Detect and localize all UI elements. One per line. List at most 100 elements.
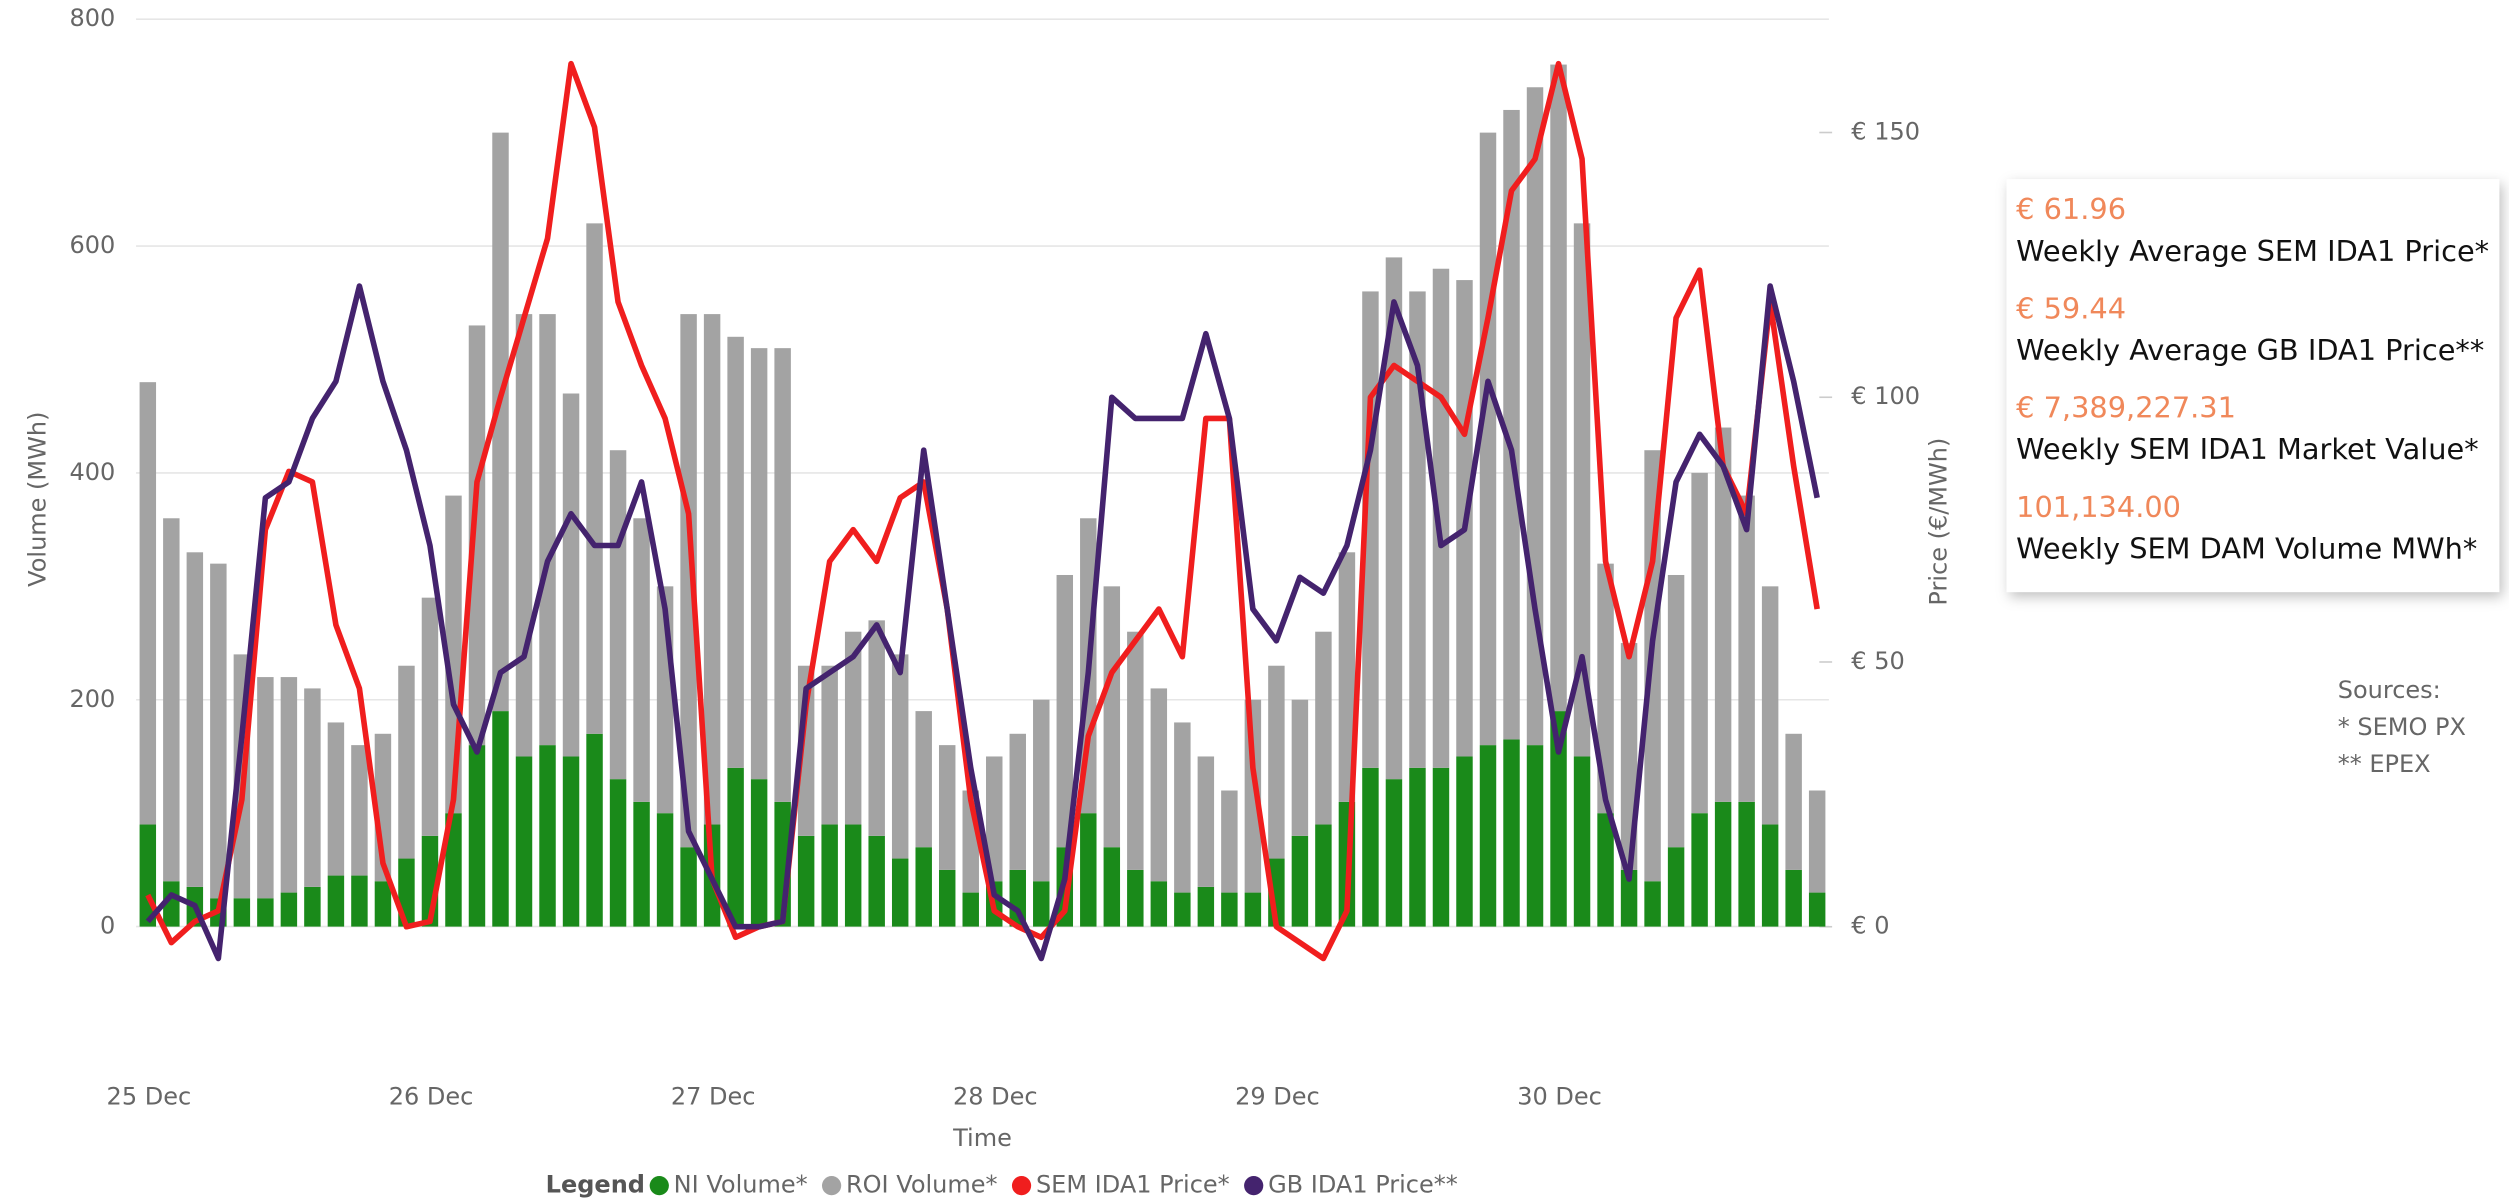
bar xyxy=(1785,733,1802,870)
bar xyxy=(962,892,979,927)
bar xyxy=(1550,64,1567,712)
bar xyxy=(1526,745,1544,927)
bar xyxy=(1808,790,1826,893)
bar xyxy=(586,733,603,927)
bar xyxy=(750,348,768,780)
y2-tick-label: € 50 xyxy=(1851,647,1904,675)
bar xyxy=(1691,472,1708,814)
bar xyxy=(915,847,932,927)
lines xyxy=(145,60,1820,962)
bar xyxy=(1479,132,1497,746)
bar xyxy=(1597,813,1614,927)
y2-axis-label: Price (€/MWh) xyxy=(1924,438,1952,606)
bar xyxy=(1056,574,1074,848)
bar xyxy=(539,745,556,927)
bar xyxy=(492,132,509,712)
bar xyxy=(163,881,180,927)
bar xyxy=(1714,427,1732,802)
bar xyxy=(868,835,885,927)
bar xyxy=(727,336,744,768)
bar xyxy=(1150,881,1168,927)
bar xyxy=(1667,847,1685,927)
y-axis-label: Volume (MWh) xyxy=(23,412,51,587)
bar xyxy=(1174,892,1191,927)
bar xyxy=(774,348,791,802)
source-line: Sources: xyxy=(2338,676,2441,704)
bar xyxy=(257,677,274,899)
bar xyxy=(1080,813,1097,927)
bar xyxy=(1691,813,1708,927)
legend-title: Legend xyxy=(546,1171,645,1199)
bar xyxy=(1009,733,1026,870)
bar xyxy=(1103,586,1121,848)
bar xyxy=(1409,767,1426,927)
kpi-value: € 59.44 xyxy=(2016,291,2126,325)
bar xyxy=(210,563,227,899)
bar xyxy=(938,745,956,870)
bar xyxy=(1738,801,1755,927)
bar xyxy=(1385,779,1403,927)
bar xyxy=(750,779,768,927)
bar xyxy=(797,835,815,927)
bar xyxy=(1033,881,1050,927)
bar xyxy=(844,824,862,927)
bar xyxy=(492,711,509,927)
bar xyxy=(327,722,345,876)
bar xyxy=(938,869,956,927)
legend-label: NI Volume* xyxy=(674,1171,808,1199)
line xyxy=(145,60,1820,962)
bar xyxy=(1221,892,1238,927)
bar xyxy=(1291,699,1309,836)
legend-label: SEM IDA1 Price* xyxy=(1036,1171,1230,1199)
bar xyxy=(1174,722,1191,893)
bar xyxy=(586,223,603,734)
bar xyxy=(868,620,885,836)
bar xyxy=(703,314,721,825)
bar xyxy=(1667,574,1685,848)
bar xyxy=(186,552,204,887)
bar xyxy=(1808,892,1826,927)
bar xyxy=(609,450,627,780)
x-tick-label: 29 Dec xyxy=(1235,1083,1320,1111)
bar xyxy=(1221,790,1238,893)
bar xyxy=(374,881,392,927)
bar xyxy=(1597,563,1614,814)
bar xyxy=(1009,869,1026,927)
legend-swatch xyxy=(649,1176,669,1196)
y-tick-label: 200 xyxy=(69,685,115,713)
sources: Sources: * SEMO PX ** EPEX xyxy=(2338,676,2466,778)
kpi-card xyxy=(2006,179,2500,593)
bar xyxy=(515,756,533,927)
bar xyxy=(1338,552,1356,802)
bar xyxy=(1362,767,1379,927)
bar xyxy=(1244,892,1262,927)
bar xyxy=(468,745,486,927)
bar xyxy=(562,756,580,927)
line xyxy=(145,283,1820,962)
bar xyxy=(680,314,697,848)
x-tick-label: 25 Dec xyxy=(107,1083,192,1111)
bar xyxy=(609,779,627,927)
kpi-label: Weekly SEM DAM Volume MWh* xyxy=(2016,531,2477,565)
bar xyxy=(280,677,298,893)
bar xyxy=(1197,886,1215,927)
bar xyxy=(1315,631,1332,825)
kpi-value: 101,134.00 xyxy=(2016,490,2181,524)
bar xyxy=(821,665,838,825)
legend: Legend NI Volume* ROI Volume* SEM IDA1 Pric… xyxy=(546,1171,1458,1199)
bar xyxy=(1127,631,1144,870)
bar xyxy=(445,813,462,927)
bars xyxy=(139,64,1826,927)
bar xyxy=(280,892,298,927)
bar xyxy=(1456,756,1473,927)
bar xyxy=(468,325,486,746)
bar xyxy=(1291,835,1309,927)
x-tick-label: 30 Dec xyxy=(1517,1083,1602,1111)
x-tick-label: 28 Dec xyxy=(953,1083,1038,1111)
bar xyxy=(656,813,674,927)
bar xyxy=(1761,824,1779,927)
kpi-value: € 61.96 xyxy=(2016,192,2126,226)
bar xyxy=(1785,869,1802,927)
bar xyxy=(1550,711,1567,927)
bar xyxy=(163,518,180,882)
